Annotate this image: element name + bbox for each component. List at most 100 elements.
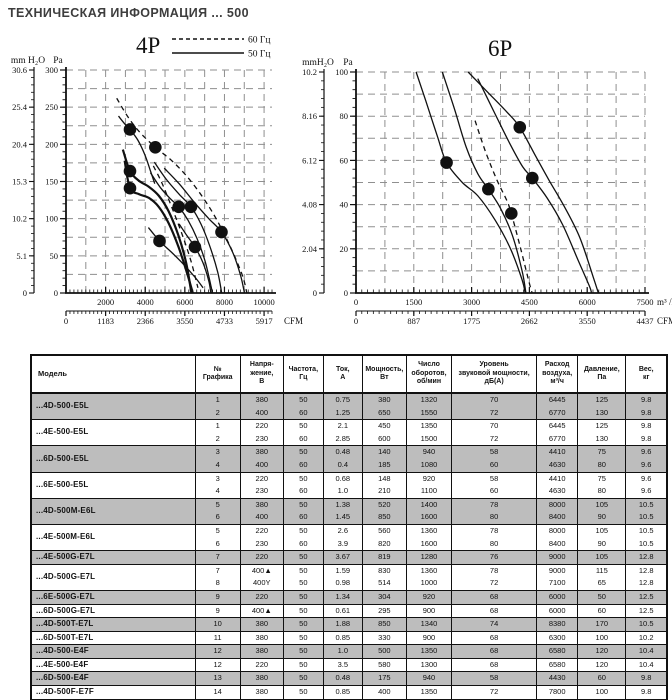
table-cell: 9.6	[625, 458, 668, 473]
table-cell: 170	[577, 617, 627, 632]
table-cell: 0.4	[322, 458, 363, 473]
table-cell: 520	[361, 497, 407, 512]
table-row: ...4D-500M-E6L 5 380 50 1.38 520 1400 78 8000 105…	[30, 497, 668, 525]
svg-text:100: 100	[45, 214, 58, 224]
model-cell: ...6E-500G-E7L	[30, 589, 196, 604]
curve-10	[153, 161, 223, 294]
table-cell: 4	[194, 458, 241, 473]
table-cell: 50	[282, 497, 324, 512]
svg-text:10000: 10000	[253, 297, 274, 307]
svg-text:6: 6	[153, 142, 158, 152]
table-cell: 12.8	[625, 577, 668, 591]
svg-text:2662: 2662	[521, 316, 538, 326]
pa-axis: 300 250 200 150 100 50 0 Pa	[45, 56, 67, 298]
table-cell: 9.8	[625, 671, 668, 686]
table-cell: 380	[239, 671, 284, 686]
table-cell: 1350	[405, 685, 453, 700]
table-cell: 920	[405, 471, 453, 486]
table-cell: 115	[577, 563, 627, 578]
model-cell: ...4E-500-E4F	[30, 657, 196, 672]
table-cell: 125	[577, 392, 627, 407]
table-cell: 68	[451, 630, 538, 645]
svg-text:4.08: 4.08	[302, 200, 317, 210]
table-row: 4 400 60 0.4 185 1080 60 4630 80 9.6	[31, 458, 668, 473]
table-cell: 50	[282, 685, 324, 700]
table-cell: 400	[239, 458, 284, 473]
svg-text:6.12: 6.12	[302, 155, 317, 165]
table-cell: 820	[361, 537, 407, 551]
table-cell: 90	[577, 511, 627, 525]
svg-text:mmH₂O: mmH₂O	[302, 58, 334, 68]
model-cell: ...4D-500-E4F	[30, 644, 196, 659]
model-cell: ...4D-500F-E7F	[30, 685, 196, 700]
table-row: ...6D-500-E5L 3 380 50 0.48 140 940 58 4410 75 9.6	[30, 445, 668, 473]
svg-text:7: 7	[219, 227, 224, 237]
table-cell: 76	[451, 550, 538, 565]
table-cell: 1350	[405, 644, 453, 659]
table-cell: 1300	[405, 657, 453, 672]
table-cell: 1600	[405, 537, 453, 551]
svg-text:3: 3	[486, 184, 491, 194]
svg-text:100: 100	[335, 67, 348, 77]
table-cell: 220	[239, 589, 284, 604]
table-cell: 68	[451, 603, 538, 618]
svg-text:Pa: Pa	[53, 56, 63, 66]
table-cell: 450	[361, 419, 407, 433]
table-cell: 68	[451, 589, 538, 604]
table-cell: 50	[282, 589, 324, 604]
table-cell: 9.6	[625, 471, 668, 486]
table-cell: 10.4	[625, 644, 668, 659]
table-cell: 1500	[405, 432, 453, 446]
table-cell: 4410	[536, 445, 579, 459]
table-row: ...4D-500F-E7F 14 380 50 0.85 400 1350 72 7800 10…	[30, 685, 668, 700]
table-cell: 1.0	[322, 644, 363, 659]
chart-4p: 300250200150100500Pa30.625.420.415.310.2…	[11, 33, 303, 326]
table-cell: 68	[451, 657, 538, 672]
svg-text:5.1: 5.1	[16, 251, 27, 261]
legend-label: 60 Гц	[248, 36, 270, 46]
table-cell: 130	[577, 406, 627, 420]
model-cell: ...4E-500M-E6L	[30, 523, 196, 551]
mm-axis: 30.6 25.4 20.4 15.3 10.2 5.1 0 mm H₂O	[11, 56, 45, 298]
table-cell: 3	[194, 445, 241, 459]
model-cell: ...6D-500-E4F	[30, 671, 196, 686]
table-cell: 1320	[405, 392, 453, 407]
curves	[116, 97, 248, 294]
markers: 13 3 4 9 11	[440, 120, 539, 220]
table-cell: 60	[282, 511, 324, 525]
chart-6p: 100806040200Pa10.28.166.124.082.040mmH₂O…	[302, 36, 672, 326]
curve-4	[474, 120, 533, 294]
table-row: ...6D-500T-E7L 11 380 50 0.85 330 900 68 6300 100…	[30, 630, 668, 645]
table-cell: 295	[361, 603, 407, 618]
table-row: 6 400 60 1.45 850 1600 80 8400 90 10.5	[31, 511, 668, 525]
model-cell: ...6D-500-E5L	[30, 445, 196, 473]
svg-text:0: 0	[354, 316, 358, 326]
table-cell: 3.67	[322, 550, 363, 565]
table-header-row: Модель № Графика Напря- жение, В Частота, Г…	[30, 354, 668, 394]
table-cell: 12.8	[625, 550, 668, 565]
column-header: Мощность, Вт	[361, 354, 407, 394]
table-cell: 65	[577, 577, 627, 591]
table-cell: 58	[451, 671, 538, 686]
table-cell: 175	[361, 671, 407, 686]
table-cell: 830	[361, 563, 407, 578]
table-cell: 6	[194, 537, 241, 551]
table-cell: 0.85	[322, 630, 363, 645]
table-cell: 1080	[405, 458, 453, 473]
curve-9	[467, 71, 599, 294]
table-cell: 304	[361, 589, 407, 604]
marker-14: 14	[188, 240, 202, 254]
table-cell: 7800	[536, 685, 579, 700]
curve-6	[116, 97, 248, 294]
svg-text:250: 250	[45, 102, 58, 112]
table-cell: 400	[239, 406, 284, 420]
table-cell: 1	[194, 392, 241, 407]
svg-text:40: 40	[340, 200, 349, 210]
table-cell: 1.0	[322, 485, 363, 499]
svg-text:13: 13	[443, 160, 451, 168]
curve-13	[415, 71, 526, 294]
table-cell: 380	[239, 445, 284, 459]
table-cell: 50	[282, 644, 324, 659]
table-cell: 9.8	[625, 432, 668, 446]
